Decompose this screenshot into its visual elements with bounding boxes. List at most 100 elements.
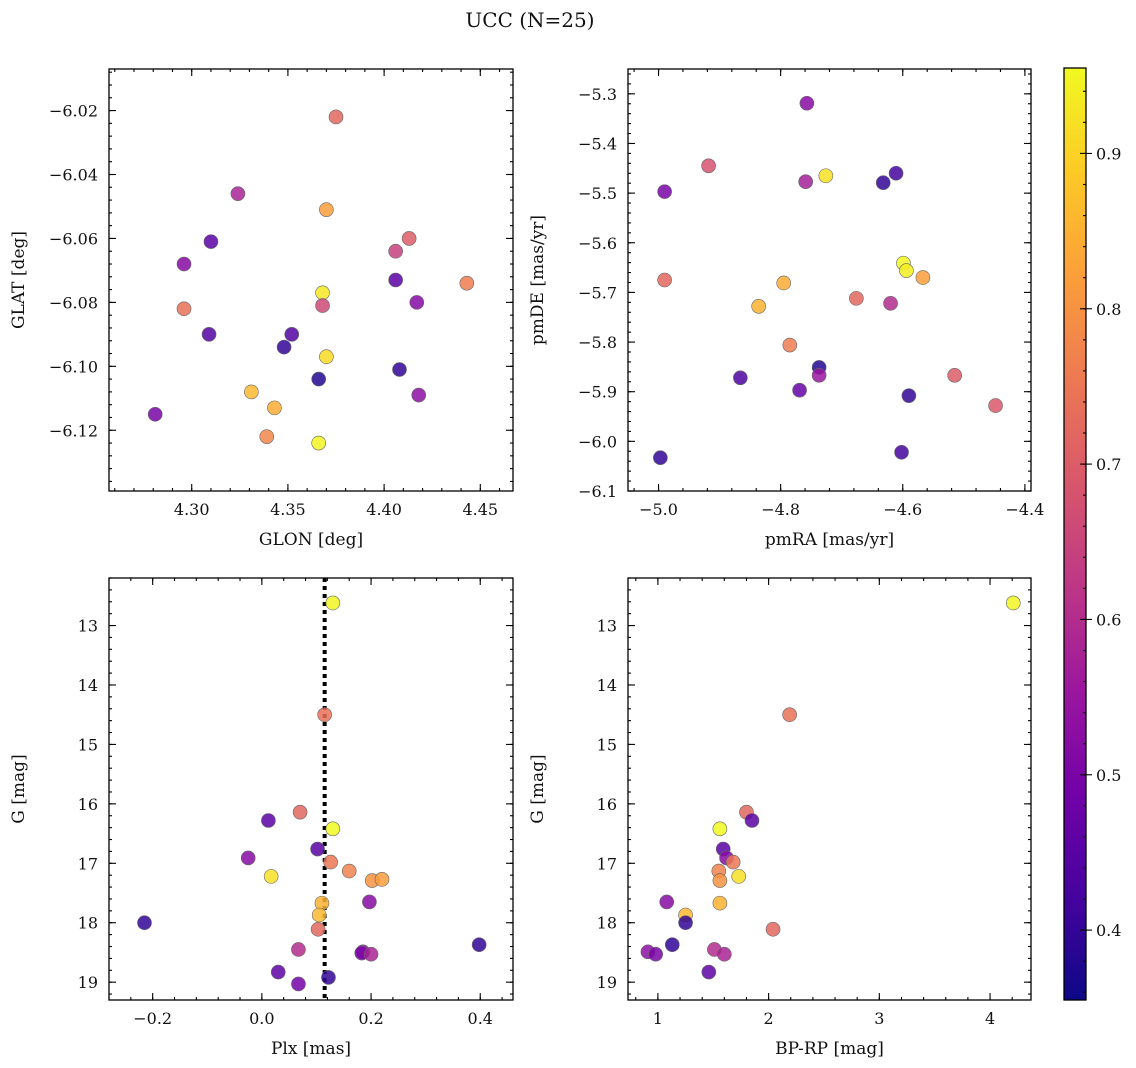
x-tick-label: 1 — [653, 1009, 663, 1028]
data-point — [137, 915, 152, 931]
y-tick-label: −6.10 — [49, 357, 98, 376]
data-point — [362, 894, 377, 910]
data-point — [323, 854, 338, 870]
y-tick-label: −6.04 — [49, 166, 98, 185]
x-tick-label: 4.30 — [174, 500, 210, 519]
data-point — [388, 243, 403, 259]
data-point — [276, 339, 292, 355]
y-tick-label: 19 — [78, 973, 98, 992]
x-tick-label: −0.2 — [133, 1009, 172, 1028]
x-tick-label: 0.4 — [468, 1009, 493, 1028]
colorbar: 0.4 0.5 0.6 0.7 0.8 0.9 — [1063, 67, 1121, 1001]
data-point — [267, 400, 282, 416]
data-point — [712, 895, 728, 911]
data-point — [664, 937, 680, 953]
data-point — [701, 964, 717, 980]
data-point — [244, 384, 259, 400]
data-point — [176, 256, 192, 272]
x-tick-label: 4.45 — [462, 500, 498, 519]
data-point — [321, 970, 336, 985]
data-point — [849, 291, 864, 306]
panel-pmra-pmde: −5.0 −4.8 −4.6 −4.4 −6.1 −6.0 −5.9 −5.8 −5.7 −5.6… — [528, 68, 1044, 550]
data-point — [292, 804, 308, 820]
data-point — [261, 813, 276, 828]
data-point — [875, 175, 891, 190]
x-axis-label: pmRA [mas/yr] — [765, 530, 894, 550]
data-point — [176, 301, 192, 317]
x-tick-label: 3 — [874, 1009, 884, 1028]
data-point — [201, 327, 217, 342]
colorbar-tick-label: 0.8 — [1096, 300, 1121, 319]
data-point — [230, 186, 246, 201]
data-point — [311, 435, 326, 451]
data-point — [947, 368, 962, 383]
y-tick-label: −5.5 — [578, 184, 617, 203]
colorbar-tick-label: 0.5 — [1096, 766, 1121, 785]
x-tick-label: 0.0 — [249, 1009, 274, 1028]
y-tick-label: 18 — [597, 914, 617, 933]
x-axis-label: BP-RP [mag] — [775, 1039, 884, 1059]
y-tick-label: 15 — [78, 735, 98, 754]
data-point — [147, 406, 163, 422]
data-point — [374, 872, 390, 887]
data-point — [899, 263, 914, 278]
y-tick-label: −5.9 — [578, 383, 617, 402]
data-point — [259, 429, 275, 444]
data-point — [411, 387, 427, 403]
data-point — [263, 869, 279, 884]
y-tick-label: 13 — [78, 617, 98, 636]
data-point — [717, 946, 732, 962]
x-tick-label: −4.8 — [761, 500, 800, 519]
data-point — [744, 813, 760, 828]
data-point — [240, 850, 256, 866]
data-point — [811, 368, 827, 383]
y-axis-label: G [mag] — [9, 754, 29, 823]
colorbar-tick-label: 0.4 — [1096, 921, 1121, 940]
data-point — [725, 854, 741, 870]
x-tick-label: −4.4 — [1005, 500, 1044, 519]
data-point — [659, 894, 675, 910]
colorbar-gradient — [1063, 67, 1087, 1001]
x-axis-label: Plx [mas] — [271, 1039, 351, 1059]
data-point — [310, 841, 325, 857]
data-point — [270, 964, 286, 980]
x-tick-label: 2 — [764, 1009, 774, 1028]
y-tick-label: 14 — [597, 676, 617, 695]
plot-frame — [108, 577, 514, 1001]
data-point — [341, 863, 357, 879]
data-point — [915, 270, 931, 285]
data-point — [901, 388, 917, 403]
y-tick-label: −5.6 — [578, 234, 617, 253]
figure-title: UCC (N=25) — [465, 8, 594, 32]
y-tick-label: 15 — [597, 735, 617, 754]
y-axis-label: G [mag] — [528, 754, 548, 823]
data-point — [712, 821, 728, 837]
y-tick-label: −6.08 — [49, 293, 98, 312]
data-point — [883, 296, 898, 311]
data-point — [894, 444, 909, 460]
x-tick-label: 4.40 — [366, 500, 402, 519]
y-tick-label: −5.7 — [578, 283, 617, 302]
data-point — [401, 231, 417, 246]
x-tick-label: 4.35 — [270, 500, 306, 519]
data-point — [765, 921, 781, 937]
y-tick-label: 16 — [78, 795, 98, 814]
y-axis-label: pmDE [mas/yr] — [528, 215, 548, 345]
data-point — [319, 349, 334, 365]
data-point — [314, 895, 330, 911]
data-point — [291, 976, 306, 992]
y-tick-label: −6.0 — [578, 432, 617, 451]
data-point — [988, 398, 1003, 413]
y-tick-label: 19 — [597, 973, 617, 992]
data-point — [311, 907, 327, 923]
data-point — [776, 275, 792, 291]
data-point — [310, 921, 326, 937]
data-point — [678, 915, 693, 931]
data-point — [818, 168, 834, 184]
y-tick-label: −6.06 — [49, 229, 98, 248]
plot-frame — [108, 68, 514, 492]
data-point — [712, 873, 728, 888]
colorbar-tick-label: 0.9 — [1096, 144, 1121, 163]
x-tick-label: −5.0 — [639, 500, 678, 519]
